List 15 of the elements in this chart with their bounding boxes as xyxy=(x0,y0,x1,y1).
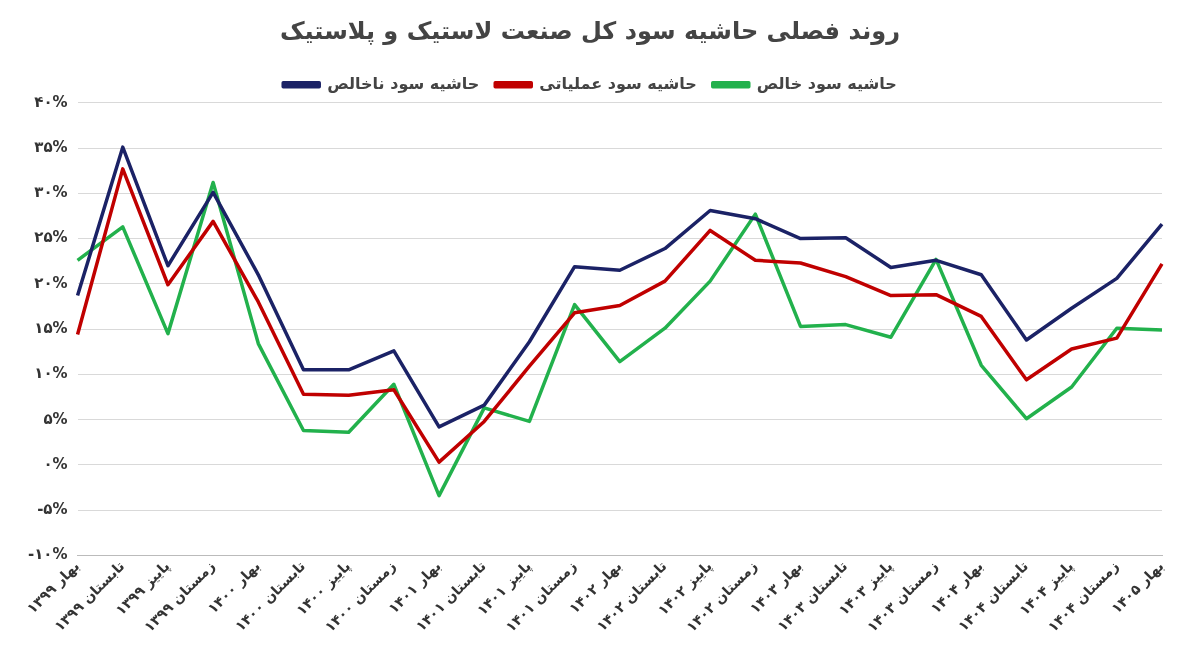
y-tick-label: ۳۰% xyxy=(34,183,68,202)
legend-label: حاشیه سود خالص xyxy=(756,73,897,93)
y-tick-label: ۳۵% xyxy=(34,137,68,156)
y-tick-label: ۱۰% xyxy=(34,364,68,383)
y-tick-label: ۱۵% xyxy=(34,318,68,337)
y-tick-label: ۵% xyxy=(43,409,68,428)
y-tick-label: ۴۰% xyxy=(34,92,68,111)
y-tick-label: ۲۰% xyxy=(34,273,68,292)
y-tick-label: -۵% xyxy=(37,500,68,519)
y-tick-label: -۱۰% xyxy=(27,545,68,564)
legend-label: حاشیه سود ناخالص xyxy=(327,73,480,93)
y-tick-label: ۰% xyxy=(43,454,68,473)
legend-label: حاشیه سود عملیاتی xyxy=(539,73,697,93)
chart-title: روند فصلی حاشیه سود کل صنعت لاستیک و پلاستیک xyxy=(279,16,901,45)
y-tick-label: ۲۵% xyxy=(34,228,68,247)
